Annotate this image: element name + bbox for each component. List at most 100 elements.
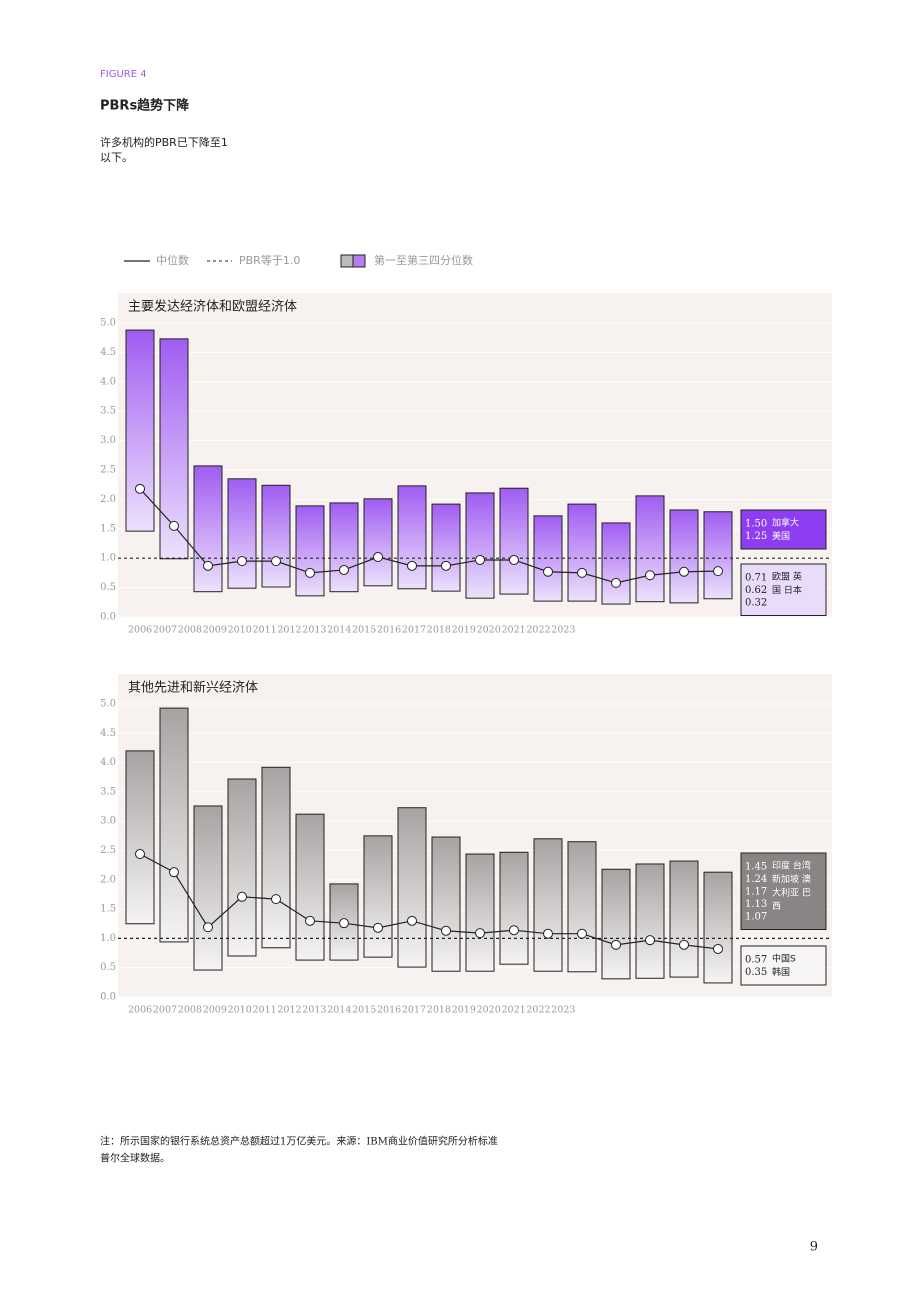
median-point [475,928,485,939]
y-tick-label: 3.0 [100,435,116,446]
annotation-value: 1.13 [745,899,767,910]
y-tick-label: 2.5 [100,465,116,476]
iqr-bar [193,465,223,593]
x-tick-label: 2010 [228,625,252,636]
x-tick-label: 2013 [302,625,326,636]
y-tick-label: 0.0 [100,992,116,1003]
iqr-bar [363,498,393,587]
iqr-bar [669,860,699,978]
figure-label: FIGURE 4 [100,69,147,80]
x-tick-label: 2013 [302,1005,326,1016]
median-point [339,564,349,575]
median-point [441,925,451,936]
subtitle: 许多机构的PBR已下降至1 [100,135,228,149]
median-point [475,554,485,565]
annotation-label: 中国S [772,953,796,965]
annotation-value: 0.71 [745,573,767,584]
iqr-bar [499,487,529,595]
iqr-bar [295,505,325,597]
x-tick-label: 2014 [327,1005,351,1016]
x-tick-label: 2015 [352,625,376,636]
median-point [611,577,621,588]
y-tick-label: 4.0 [100,757,116,768]
chart-title: 主要发达经济体和欧盟经济体 [128,299,297,315]
median-point [169,867,179,878]
annotation-value: 1.50 [745,519,767,530]
x-tick-label: 2009 [203,625,227,636]
x-tick-label: 2007 [153,625,177,636]
y-tick-label: 0.0 [100,612,116,623]
legend-label: PBR等于1.0 [239,253,300,267]
iqr-bar [465,853,495,972]
median-point [577,567,587,578]
median-point [645,570,655,581]
median-point [339,918,349,929]
annotation-value: 1.45 [745,862,767,873]
y-tick-label: 3.5 [100,786,116,797]
median-line [139,488,719,584]
median-point [203,560,213,571]
x-tick-label: 2014 [327,625,351,636]
iqr-bar [567,503,597,602]
iqr-bar [465,492,495,599]
annotation-label: 韩国 [772,966,790,978]
annotation-label: 大利亚 巴 [772,887,811,899]
y-tick-label: 3.0 [100,816,116,827]
y-tick-label: 5.0 [100,699,116,710]
median-point [611,939,621,950]
iqr-bar [193,805,223,971]
y-tick-label: 1.5 [100,904,116,915]
median-point [441,560,451,571]
iqr-bar [261,766,291,949]
x-tick-label: 2017 [402,1005,426,1016]
median-point [577,928,587,939]
y-tick-label: 0.5 [100,582,116,593]
median-point [271,556,281,567]
iqr-bar [227,478,257,589]
median-point [543,566,553,577]
x-tick-label: 2015 [352,1005,376,1016]
x-tick-label: 2016 [377,625,401,636]
x-tick-label: 2009 [203,1005,227,1016]
figure-title: PBRs趋势下降 [100,98,190,114]
annotation-value: 1.07 [745,912,767,923]
x-tick-label: 2016 [377,1005,401,1016]
iqr-bar [397,807,427,968]
y-tick-label: 1.5 [100,523,116,534]
median-point [237,556,247,567]
subtitle: 以下。 [100,151,133,164]
median-point [135,483,145,494]
annotation-label: 印度 台湾 [772,860,811,872]
x-tick-label: 2022 [526,625,550,636]
median-point [271,894,281,905]
y-tick-label: 2.0 [100,494,116,505]
y-tick-label: 2.0 [100,874,116,885]
annotation-label: 欧盟 英 [772,571,802,583]
median-point [679,566,689,577]
footnote: 普尔全球数据。 [100,1152,170,1165]
page-number: 9 [810,1240,818,1255]
annotation-label: 加拿大 [772,517,799,529]
iqr-bar [397,485,427,590]
legend-label: 中位数 [156,253,189,267]
x-tick-label: 2006 [128,625,152,636]
annotation-label: 国 日本 [772,584,802,596]
iqr-bar [431,503,461,592]
x-tick-label: 2010 [228,1005,252,1016]
x-tick-label: 2018 [427,1005,451,1016]
footnote: 注：所示国家的银行系统总资产总额超过1万亿美元。来源：IBM商业价值研究所分析标… [100,1135,498,1148]
y-tick-label: 4.0 [100,376,116,387]
iqr-bar [635,863,665,979]
median-point [203,922,213,933]
x-tick-label: 2023 [551,625,575,636]
annotation-value: 1.17 [745,887,767,898]
median-point [679,939,689,950]
x-tick-label: 2011 [253,1005,277,1016]
median-point [407,915,417,926]
x-tick-label: 2017 [402,625,426,636]
median-point [169,520,179,531]
x-tick-label: 2012 [277,625,301,636]
y-tick-label: 3.5 [100,406,116,417]
iqr-bar [635,495,665,603]
